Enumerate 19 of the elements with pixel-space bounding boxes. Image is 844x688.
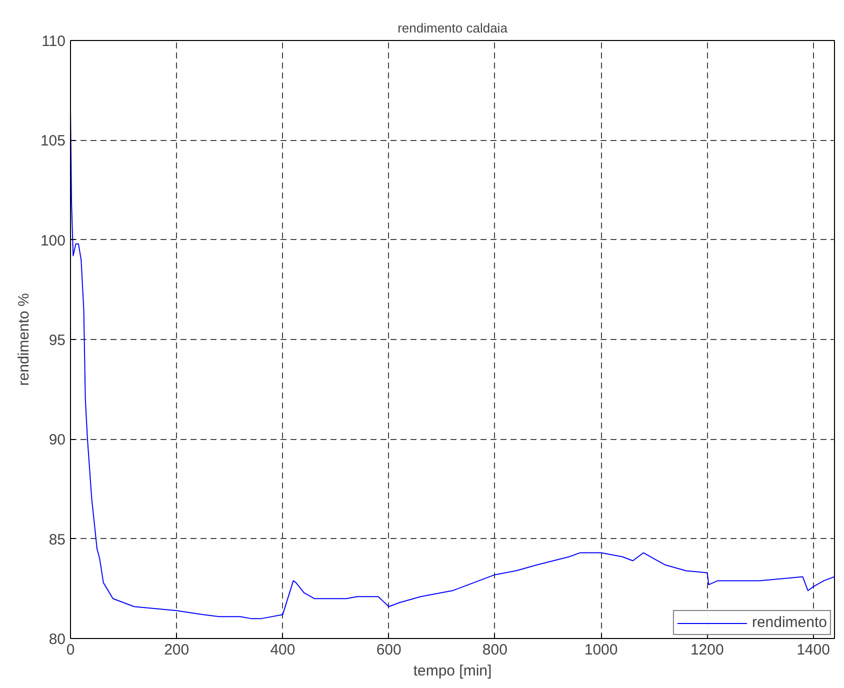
x-axis-title: tempo [min] (413, 662, 492, 680)
y-axis-title: rendimento % (15, 293, 32, 386)
y-tick-label: 85 (48, 531, 66, 548)
legend-label: rendimento (752, 614, 827, 631)
y-tick-label: 110 (42, 33, 66, 50)
x-tick-label: 1200 (690, 642, 724, 658)
x-tick-label: 600 (376, 642, 402, 658)
x-tick-label: 1400 (796, 642, 830, 658)
y-tick-label: 90 (48, 432, 66, 449)
x-tick-label: 800 (482, 642, 508, 658)
y-tick-label: 80 (48, 631, 66, 648)
x-tick-label: 200 (164, 642, 190, 658)
chart-title: rendimento caldaia (398, 20, 508, 36)
x-tick-label: 400 (270, 642, 296, 658)
x-tick-label: 0 (66, 642, 75, 658)
y-tick-label: 105 (40, 132, 66, 150)
x-tick-label: 1000 (584, 642, 618, 658)
y-tick-label: 95 (48, 332, 66, 349)
y-tick-label: 100 (40, 232, 66, 250)
